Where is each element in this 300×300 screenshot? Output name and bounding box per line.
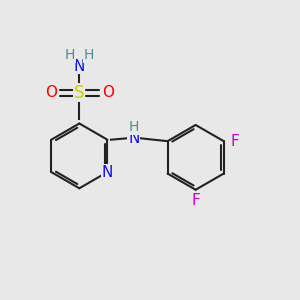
Text: N: N bbox=[128, 131, 140, 146]
Text: S: S bbox=[74, 84, 85, 102]
Text: F: F bbox=[230, 134, 239, 149]
Text: H: H bbox=[129, 120, 139, 134]
Text: H: H bbox=[65, 48, 75, 62]
Text: N: N bbox=[74, 58, 85, 74]
Text: N: N bbox=[102, 165, 113, 180]
Text: F: F bbox=[191, 193, 200, 208]
Text: O: O bbox=[102, 85, 114, 100]
Text: O: O bbox=[45, 85, 57, 100]
Text: H: H bbox=[84, 48, 94, 62]
